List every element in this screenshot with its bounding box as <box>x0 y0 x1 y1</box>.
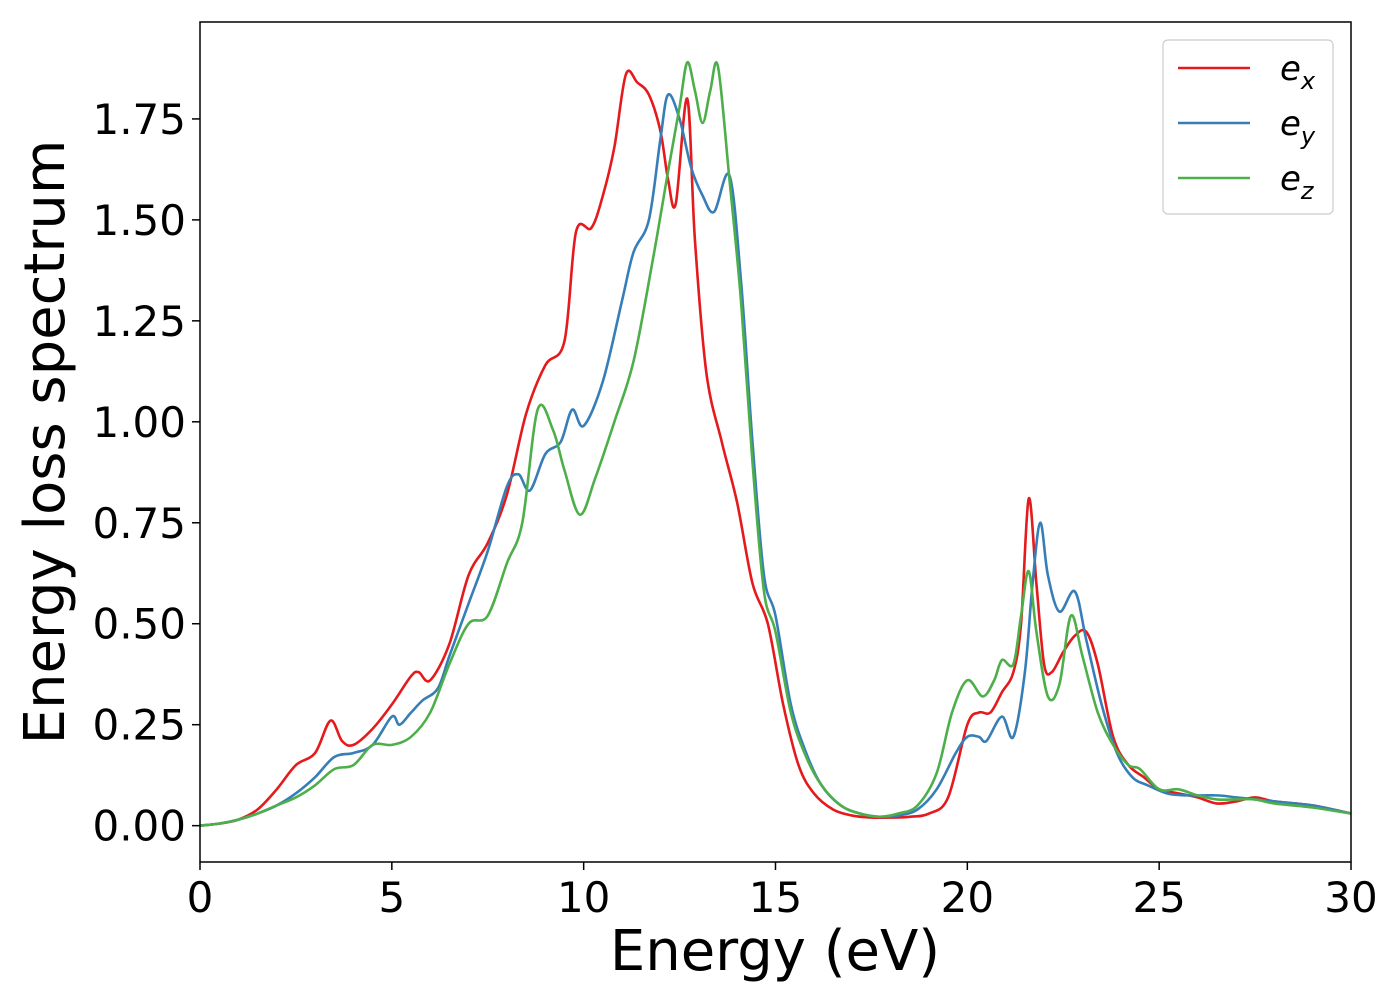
y-tick-label: 1.75 <box>92 95 186 144</box>
x-tick-label: 15 <box>749 873 802 922</box>
series-lines <box>199 61 1352 827</box>
series-line-ex <box>199 69 1352 827</box>
y-tick-label: 1.50 <box>92 196 186 245</box>
legend-box <box>1162 39 1334 215</box>
x-axis-label: Energy (eV) <box>610 919 940 984</box>
y-tick-label: 1.00 <box>92 398 186 447</box>
y-tick-label: 0.50 <box>92 600 186 649</box>
x-axis-ticks: 0 5 10 15 20 25 30 <box>187 862 1378 922</box>
series-line-ez <box>199 61 1352 827</box>
y-axis-label: Energy loss spectrum <box>13 140 78 745</box>
y-tick-label: 1.25 <box>92 297 186 346</box>
y-tick-label: 0.00 <box>92 802 186 851</box>
x-tick-label: 10 <box>557 873 610 922</box>
y-tick-label: 0.75 <box>92 499 186 548</box>
x-tick-label: 0 <box>187 873 214 922</box>
x-tick-label: 5 <box>378 873 405 922</box>
x-tick-label: 20 <box>941 873 994 922</box>
y-axis-ticks: 0.00 0.25 0.50 0.75 1.00 1.25 1.50 1.75 <box>92 95 200 851</box>
x-tick-label: 25 <box>1132 873 1185 922</box>
x-tick-label: 30 <box>1324 873 1377 922</box>
y-tick-label: 0.25 <box>92 701 186 750</box>
series-line-ey <box>199 92 1352 827</box>
